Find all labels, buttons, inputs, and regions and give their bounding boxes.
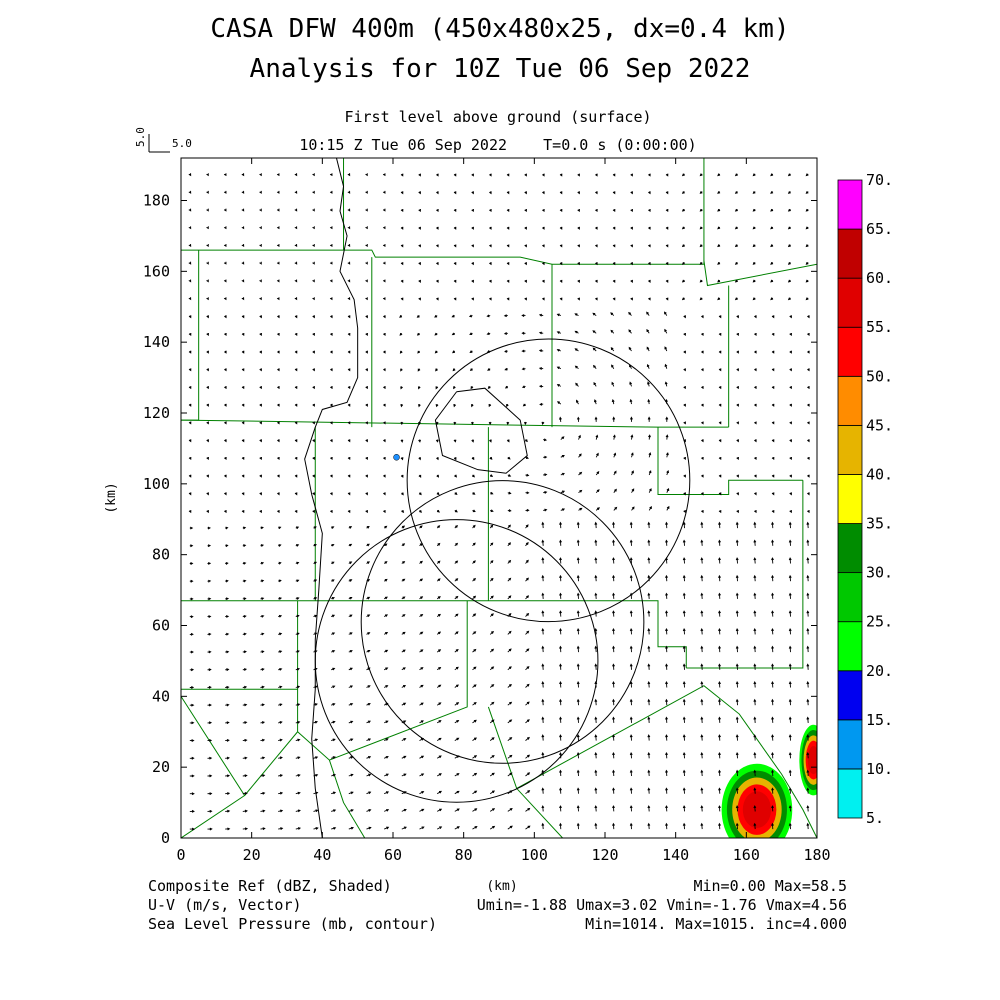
- county-boundary: [516, 685, 817, 838]
- map-title: CASA DFW 400m (450x480x25, dx=0.4 km): [210, 14, 790, 44]
- county-boundary: [328, 759, 366, 838]
- county-boundary: [181, 696, 246, 838]
- colorbar-swatch: [837, 523, 863, 574]
- x-tick-label: 80: [455, 846, 473, 864]
- y-tick-label: 120: [143, 404, 170, 422]
- footer-shaded-range: Min=0.00 Max=58.5: [693, 877, 847, 895]
- colorbar-swatch: [837, 179, 863, 230]
- colorbar-label: 10.: [866, 760, 893, 778]
- plot-frame: [180, 157, 818, 839]
- x-tick-label: 40: [313, 846, 331, 864]
- radar-range-rings: [314, 338, 691, 803]
- level-subtitle: First level above ground (surface): [344, 108, 652, 126]
- vector-scale-horizontal-label: 5.0: [172, 137, 192, 150]
- colorbar-label: 40.: [866, 465, 893, 483]
- y-tick-label: 40: [152, 687, 170, 705]
- y-tick-label: 60: [152, 617, 170, 635]
- county-boundary: [686, 480, 804, 669]
- y-tick-label: 160: [143, 262, 170, 280]
- colorbar-label: 70.: [866, 171, 893, 189]
- colorbar-swatch: [837, 474, 863, 524]
- colorbar-swatch: [837, 375, 863, 426]
- footer-vector-field: U-V (m/s, Vector): [148, 896, 302, 914]
- pressure-contour: [434, 387, 528, 474]
- colorbar-label: 60.: [866, 269, 893, 287]
- colorbar-swatch: [837, 572, 863, 623]
- pressure-contour: [304, 158, 359, 838]
- county-boundaries: [181, 158, 817, 838]
- colorbar-label: 45.: [866, 416, 893, 434]
- x-axis-label: (km): [486, 879, 517, 894]
- pressure-contours: [304, 158, 528, 838]
- x-tick-label: 60: [384, 846, 402, 864]
- x-tick-label: 0: [176, 846, 185, 864]
- colorbar-swatch: [837, 424, 863, 475]
- county-boundary: [181, 250, 200, 421]
- axes: 0 20 40 60 80 100 120 140 160 180 0 20 40 60 80 100 120 1…: [143, 158, 831, 864]
- county-boundary: [181, 158, 705, 265]
- x-tick-label: 100: [521, 846, 548, 864]
- county-boundary: [657, 427, 803, 495]
- x-tick-label: 180: [803, 846, 830, 864]
- y-axis-label: (km): [104, 482, 119, 513]
- footer-contour-range: Min=1014. Max=1015. inc=4.000: [585, 915, 847, 933]
- y-tick-label: 80: [152, 546, 170, 564]
- county-boundary: [297, 600, 468, 761]
- x-tick-label: 140: [662, 846, 689, 864]
- x-tick-label: 160: [733, 846, 760, 864]
- colorbar-label: 5.: [866, 809, 884, 827]
- colorbar-swatch: [837, 670, 863, 721]
- x-tick-label: 120: [591, 846, 618, 864]
- colorbar-label: 30.: [866, 564, 893, 582]
- y-tick-label: 140: [143, 333, 170, 351]
- radar-site-marker: [393, 454, 400, 461]
- reflectivity-cell: [742, 791, 772, 829]
- colorbar-swatch: [837, 768, 863, 819]
- colorbar-label: 65.: [866, 220, 893, 238]
- wind-vectors: [188, 173, 810, 831]
- footer-vector-range: Umin=-1.88 Umax=3.02 Vmin=-1.76 Vmax=4.5…: [476, 896, 847, 914]
- footer-contour-field: Sea Level Pressure (mb, contour): [148, 915, 437, 933]
- county-boundary: [703, 260, 817, 287]
- y-tick-label: 180: [143, 192, 170, 210]
- colorbar-label: 15.: [866, 711, 893, 729]
- y-tick-label: 20: [152, 758, 170, 776]
- county-boundary: [244, 731, 298, 796]
- colorbar-swatch: [837, 228, 863, 279]
- radar-range-ring: [406, 338, 691, 623]
- radar-range-ring: [314, 519, 599, 803]
- vector-scale-key: 5.0 5.0: [134, 127, 192, 153]
- vector-scale-vertical-label: 5.0: [134, 127, 147, 147]
- colorbar-label: 50.: [866, 367, 893, 385]
- county-boundary: [487, 706, 563, 838]
- radar-range-ring: [360, 480, 645, 764]
- valid-time-subtitle: 10:15 Z Tue 06 Sep 2022 T=0.0 s (0:00:00…: [299, 136, 697, 154]
- colorbar-label: 20.: [866, 662, 893, 680]
- reflectivity-layer: [721, 724, 817, 838]
- colorbar-label: 25.: [866, 613, 893, 631]
- colorbar: 5. 10. 15. 20. 25. 30. 35. 40. 45. 50. 55. 60. 65. 70…: [837, 171, 893, 827]
- colorbar-label: 35.: [866, 515, 893, 533]
- x-tick-label: 20: [243, 846, 261, 864]
- colorbar-swatch: [837, 277, 863, 328]
- colorbar-swatch: [837, 621, 863, 672]
- colorbar-label: 55.: [866, 318, 893, 336]
- colorbar-swatch: [837, 326, 863, 377]
- y-tick-label: 100: [143, 475, 170, 493]
- colorbar-swatch: [837, 719, 863, 770]
- footer-shaded-field: Composite Ref (dBZ, Shaded): [148, 877, 392, 895]
- wind-vector-field: [188, 173, 810, 831]
- county-boundary: [181, 600, 687, 668]
- map-analysis-time: Analysis for 10Z Tue 06 Sep 2022: [249, 54, 751, 84]
- y-tick-label: 0: [161, 829, 170, 847]
